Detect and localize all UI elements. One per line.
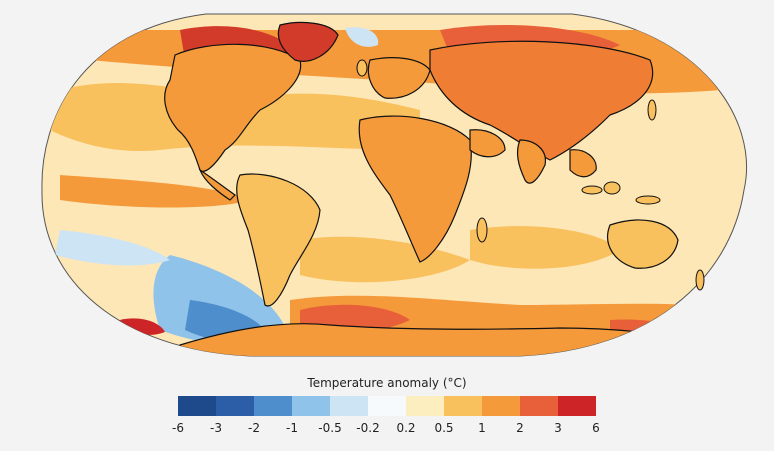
australia	[607, 219, 679, 269]
africa	[358, 115, 472, 263]
legend-swatch	[254, 396, 292, 416]
anomaly-map	[41, 13, 748, 357]
legend-tick-label: 2	[516, 421, 524, 435]
legend-tick-label: 3	[554, 421, 562, 435]
legend-swatch	[216, 396, 254, 416]
southeast-asia	[569, 149, 597, 178]
legend-swatch	[520, 396, 558, 416]
legend-tick-label: 0.2	[396, 421, 416, 435]
legend-tick-label: -6	[172, 421, 184, 435]
legend-swatch	[558, 396, 596, 416]
southern-indian-warm-patch	[470, 226, 620, 269]
legend-tick-label: 0.5	[434, 421, 454, 435]
legend-swatch	[444, 396, 482, 416]
legend-color-bar	[178, 396, 596, 416]
legend-swatch	[292, 396, 330, 416]
legend-swatch	[406, 396, 444, 416]
legend-tick-label: -1	[286, 421, 298, 435]
legend-swatch	[482, 396, 520, 416]
legend-tick-label: 6	[592, 421, 600, 435]
legend-tick-label: -3	[210, 421, 222, 435]
arabia	[469, 129, 506, 158]
greenland	[277, 21, 339, 62]
antarctica	[179, 323, 721, 356]
legend-swatch	[368, 396, 406, 416]
map-svg	[41, 13, 748, 357]
north-america	[164, 43, 302, 172]
legend-tick-label: 1	[478, 421, 486, 435]
land	[164, 21, 721, 356]
south-pacific-pale-blue	[55, 230, 170, 266]
legend-swatch	[330, 396, 368, 416]
central-america	[198, 168, 236, 201]
legend-tick-label: -2	[248, 421, 260, 435]
south-america	[236, 173, 321, 307]
antarctic-peninsula-east-hotspot	[120, 318, 165, 335]
legend-tick-label: -0.2	[356, 421, 380, 435]
india	[516, 139, 547, 184]
islands	[356, 59, 705, 291]
borneo	[603, 181, 621, 195]
europe	[367, 57, 431, 99]
legend-swatch	[178, 396, 216, 416]
asia	[429, 40, 654, 161]
legend-title: Temperature anomaly (°C)	[307, 376, 467, 390]
western-europe-cool-patch	[345, 27, 379, 47]
madagascar	[476, 217, 488, 243]
sumatra	[581, 185, 603, 195]
tropical-pacific-warm-tongue	[60, 175, 250, 208]
japan	[647, 99, 657, 121]
new-guinea	[635, 195, 661, 205]
legend-tick-label: -0.5	[318, 421, 342, 435]
uk	[356, 59, 368, 77]
new-zealand	[695, 269, 705, 291]
